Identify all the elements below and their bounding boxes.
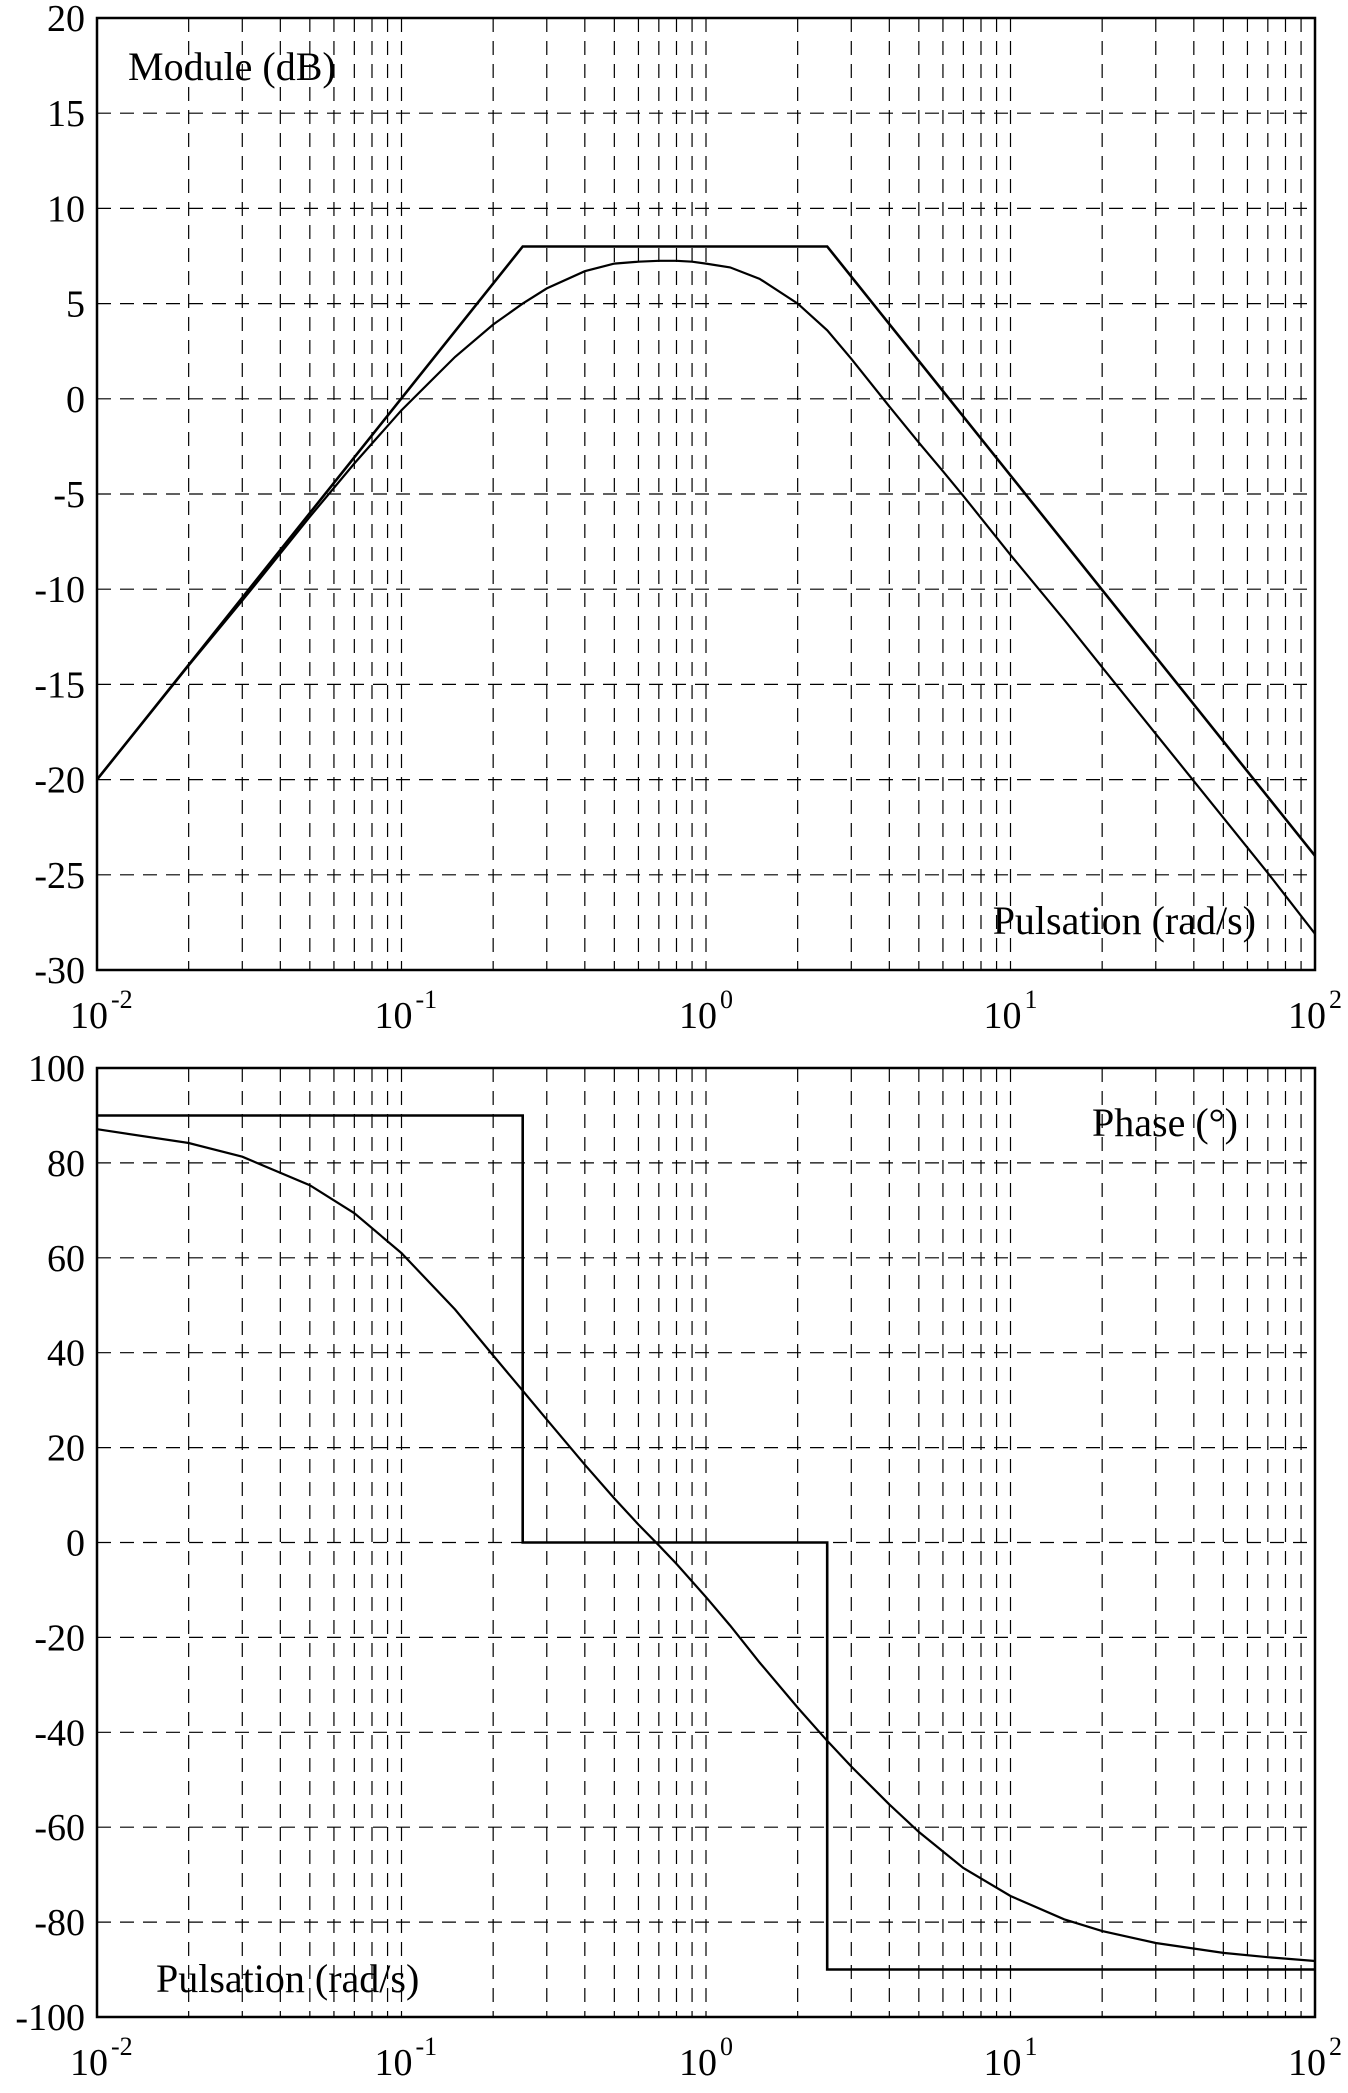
module-y-tick-label: -5: [53, 474, 85, 516]
module-plot-frame: [95, 16, 1317, 972]
phase-y-tick-label: -60: [34, 1807, 85, 1849]
module-y-tick-label: -15: [34, 664, 85, 706]
phase-x-tick-labels: 10 -2 10 -1 10 0 10 1 10 2: [70, 2032, 1342, 2084]
module-x-tick-label: 10: [984, 995, 1022, 1037]
phase-y-tick-label: 60: [47, 1238, 85, 1280]
module-y-tick-labels: 20 15 10 5 0 -5 -10 -15 -20 -25 -30: [34, 0, 85, 992]
module-x-tick-exponent: 1: [1025, 985, 1038, 1014]
module-y-tick-label: -10: [34, 569, 85, 611]
phase-x-tick-label: 10: [375, 2042, 413, 2084]
phase-y-tick-label: 80: [47, 1143, 85, 1185]
phase-exact-curve: [96, 1128, 1316, 1963]
module-asymptotic-curve: [95, 245, 1317, 857]
module-annotation: Module (dB): [128, 44, 336, 89]
phase-x-tick-label: 10: [70, 2042, 108, 2084]
module-x-tick-exponent: 0: [720, 985, 733, 1014]
phase-y-tick-label: -40: [34, 1712, 85, 1754]
module-x-axis-label: Pulsation (rad/s): [993, 898, 1256, 943]
module-x-tick-exponent: 2: [1329, 985, 1342, 1014]
module-series-layer: [95, 245, 1317, 935]
phase-asymptotic-curve: [97, 1114, 1315, 1971]
phase-x-tick-exponent: 1: [1025, 2032, 1038, 2061]
module-y-tick-label: 10: [47, 188, 85, 230]
phase-y-tick-label: -80: [34, 1902, 85, 1944]
module-x-tick-label: 10: [1288, 995, 1326, 1037]
phase-annotation: Phase (°): [1092, 1100, 1238, 1145]
module-y-tick-label: -20: [34, 760, 85, 802]
module-x-tick-label: 10: [679, 995, 717, 1037]
phase-x-tick-label: 10: [984, 2042, 1022, 2084]
module-y-tick-label: -30: [34, 950, 85, 992]
module-exact-curve: [96, 259, 1316, 935]
module-x-tick-label: 10: [375, 995, 413, 1037]
module-y-tick-label: -25: [34, 855, 85, 897]
phase-y-tick-label: 100: [28, 1048, 85, 1090]
phase-y-tick-label: 0: [66, 1523, 85, 1565]
phase-x-tick-label: 10: [679, 2042, 717, 2084]
phase-y-tick-label: 40: [47, 1333, 85, 1375]
phase-x-tick-exponent: -2: [111, 2032, 133, 2061]
module-y-tick-label: 20: [47, 0, 85, 40]
phase-y-tick-label: 20: [47, 1428, 85, 1470]
module-y-tick-label: 15: [47, 93, 85, 135]
module-x-tick-labels: 10 -2 10 -1 10 0 10 1 10 2: [70, 985, 1342, 1037]
phase-y-tick-labels: 100 80 60 40 20 0 -20 -40 -60 -80 -100: [15, 1048, 85, 2039]
module-y-tick-label: 5: [66, 284, 85, 326]
phase-x-tick-exponent: -1: [416, 2032, 438, 2061]
module-grid: [97, 18, 1315, 970]
module-y-tick-label: 0: [66, 379, 85, 421]
phase-y-tick-label: -20: [34, 1617, 85, 1659]
phase-y-tick-label: -100: [15, 1997, 85, 2039]
phase-x-tick-exponent: 0: [720, 2032, 733, 2061]
phase-plot-frame: [95, 1066, 1317, 2019]
module-x-tick-label: 10: [70, 995, 108, 1037]
phase-x-axis-label: Pulsation (rad/s): [156, 1956, 419, 2001]
module-x-tick-exponent: -2: [111, 985, 133, 1014]
phase-x-tick-exponent: 2: [1329, 2032, 1342, 2061]
module-x-tick-exponent: -1: [416, 985, 438, 1014]
phase-x-tick-label: 10: [1288, 2042, 1326, 2084]
phase-series-layer: [96, 1114, 1316, 1971]
phase-grid: [97, 1068, 1315, 2017]
